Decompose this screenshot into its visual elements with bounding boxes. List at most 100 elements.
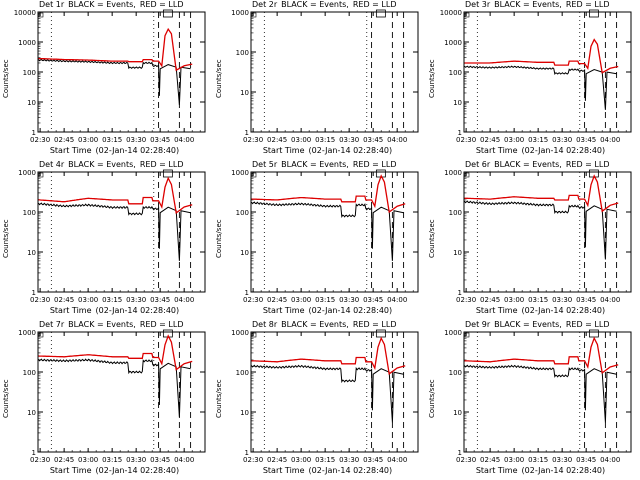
legend-black: BLACK = Events,	[68, 0, 136, 9]
x-tick-label: 04:00	[174, 296, 194, 304]
x-axis-label-prefix: Start Time	[49, 146, 92, 155]
panel-plot: 02:30 02:45 03:00 03:15 03:30 03:45 04:00 1 10 10…	[18, 169, 206, 304]
x-tick-label: 03:00	[291, 296, 311, 304]
y-tick-label: 100	[449, 369, 462, 377]
x-tick-label: 02:30	[243, 296, 263, 304]
x-axis-label-date: (02-Jan-14 02:28:40)	[95, 306, 180, 315]
detector-name: Det 7r	[39, 320, 65, 329]
events-series-line	[251, 364, 404, 423]
events-series-line	[38, 358, 191, 418]
y-axis-label: Counts/sec	[215, 59, 223, 98]
y-tick-label: 10	[453, 99, 462, 107]
detector-panel: 02:30 02:45 03:00 03:15 03:30 03:45 04:00 1 10 10…	[213, 0, 426, 160]
x-axis-label-prefix: Start Time	[475, 466, 518, 475]
x-tick-label: 03:15	[315, 456, 335, 464]
x-tick-label: 02:45	[267, 136, 287, 144]
corner-marker	[464, 172, 470, 178]
x-tick-label: 03:30	[552, 296, 572, 304]
y-tick-label: 1	[245, 289, 249, 297]
panel-title: Det 3r BLACK = Events, RED = LLD	[465, 0, 614, 9]
panel-plot: 02:30 02:45 03:00 03:15 03:30 03:45 04:00 1 10 10…	[231, 169, 419, 304]
y-tick-label: 1000	[18, 169, 36, 177]
y-axis-label: Counts/sec	[215, 219, 223, 258]
legend-black: BLACK = Events,	[68, 160, 136, 169]
plot-frame	[250, 171, 419, 293]
detector-panel: 02:30 02:45 03:00 03:15 03:30 03:45 04:00 1 10 10…	[426, 160, 639, 320]
panel-title: Det 6r BLACK = Events, RED = LLD	[465, 160, 614, 169]
x-tick-label: 03:00	[504, 296, 524, 304]
x-tick-label: 03:30	[339, 456, 359, 464]
legend-black: BLACK = Events,	[494, 160, 562, 169]
events-series-line	[38, 202, 191, 261]
detector-name: Det 5r	[252, 160, 278, 169]
x-tick-label: 03:45	[576, 136, 596, 144]
legend-red: RED = LLD	[352, 160, 397, 169]
y-axis-label: Counts/sec	[2, 379, 10, 418]
legend-red: RED = LLD	[139, 0, 184, 9]
plot-frame	[37, 331, 206, 453]
legend-red: RED = LLD	[139, 320, 184, 329]
lld-series-line	[464, 336, 619, 375]
detector-name: Det 6r	[465, 160, 491, 169]
x-tick-label: 02:45	[267, 296, 287, 304]
corner-marker	[251, 12, 257, 18]
x-tick-label: 02:30	[456, 456, 476, 464]
y-tick-label: 100	[23, 209, 36, 217]
legend-black: BLACK = Events,	[281, 320, 349, 329]
lld-series-line	[464, 174, 619, 213]
legend-red: RED = LLD	[352, 0, 397, 9]
y-tick-label: 1	[458, 289, 462, 297]
y-axis-label: Counts/sec	[428, 219, 436, 258]
corner-marker	[464, 12, 470, 18]
x-axis-label-prefix: Start Time	[475, 306, 518, 315]
x-tick-label: 03:15	[315, 296, 335, 304]
y-tick-label: 1000	[18, 329, 36, 337]
x-tick-label: 02:45	[480, 296, 500, 304]
interval-box-marker	[375, 9, 386, 18]
y-axis-label: Counts/sec	[2, 219, 10, 258]
x-tick-label: 03:00	[78, 456, 98, 464]
legend-black: BLACK = Events,	[281, 160, 349, 169]
legend-red: RED = LLD	[139, 160, 184, 169]
y-tick-label: 10	[27, 409, 36, 417]
x-axis-label-prefix: Start Time	[49, 466, 92, 475]
detector-panel: 02:30 02:45 03:00 03:15 03:30 03:45 04:00 1 10 10…	[426, 320, 639, 480]
plot-frame	[37, 171, 206, 293]
x-tick-label: 03:30	[339, 136, 359, 144]
x-axis-label-prefix: Start Time	[262, 146, 305, 155]
x-tick-label: 04:00	[600, 456, 620, 464]
y-tick-label: 1	[32, 289, 36, 297]
x-axis-label: Start Time (02-Jan-14 02:28:40)	[223, 466, 436, 475]
y-tick-label: 100	[23, 69, 36, 77]
y-tick-label: 10	[453, 409, 462, 417]
x-tick-label: 02:45	[480, 136, 500, 144]
x-tick-label: 03:30	[552, 456, 572, 464]
x-tick-label: 02:30	[30, 296, 50, 304]
x-tick-label: 04:00	[387, 296, 407, 304]
x-axis-label-date: (02-Jan-14 02:28:40)	[95, 146, 180, 155]
x-tick-label: 03:45	[363, 296, 383, 304]
x-axis-label: Start Time (02-Jan-14 02:28:40)	[436, 146, 640, 155]
y-tick-label: 100	[449, 209, 462, 217]
detector-panel: 02:30 02:45 03:00 03:15 03:30 03:45 04:00 1 10 10…	[0, 0, 213, 160]
y-tick-label: 1	[32, 449, 36, 457]
x-tick-label: 02:30	[456, 296, 476, 304]
y-tick-label: 1	[245, 449, 249, 457]
lld-series-line	[38, 176, 193, 215]
y-axis-label: Counts/sec	[428, 59, 436, 98]
panel-plot: 02:30 02:45 03:00 03:15 03:30 03:45 04:00 1 10 10…	[231, 329, 419, 464]
y-tick-label: 1000	[18, 39, 36, 47]
x-tick-label: 02:45	[54, 456, 74, 464]
x-axis-label-prefix: Start Time	[262, 466, 305, 475]
x-axis-label: Start Time (02-Jan-14 02:28:40)	[223, 306, 436, 315]
y-tick-label: 1000	[444, 329, 462, 337]
x-tick-label: 03:00	[504, 456, 524, 464]
lld-series-line	[38, 27, 193, 72]
interval-box-marker	[375, 329, 386, 338]
panel-title: Det 5r BLACK = Events, RED = LLD	[252, 160, 401, 169]
plot-frame	[250, 331, 419, 453]
y-tick-label: 10	[240, 89, 249, 97]
y-tick-label: 10000	[440, 9, 462, 17]
corner-marker	[38, 12, 44, 18]
